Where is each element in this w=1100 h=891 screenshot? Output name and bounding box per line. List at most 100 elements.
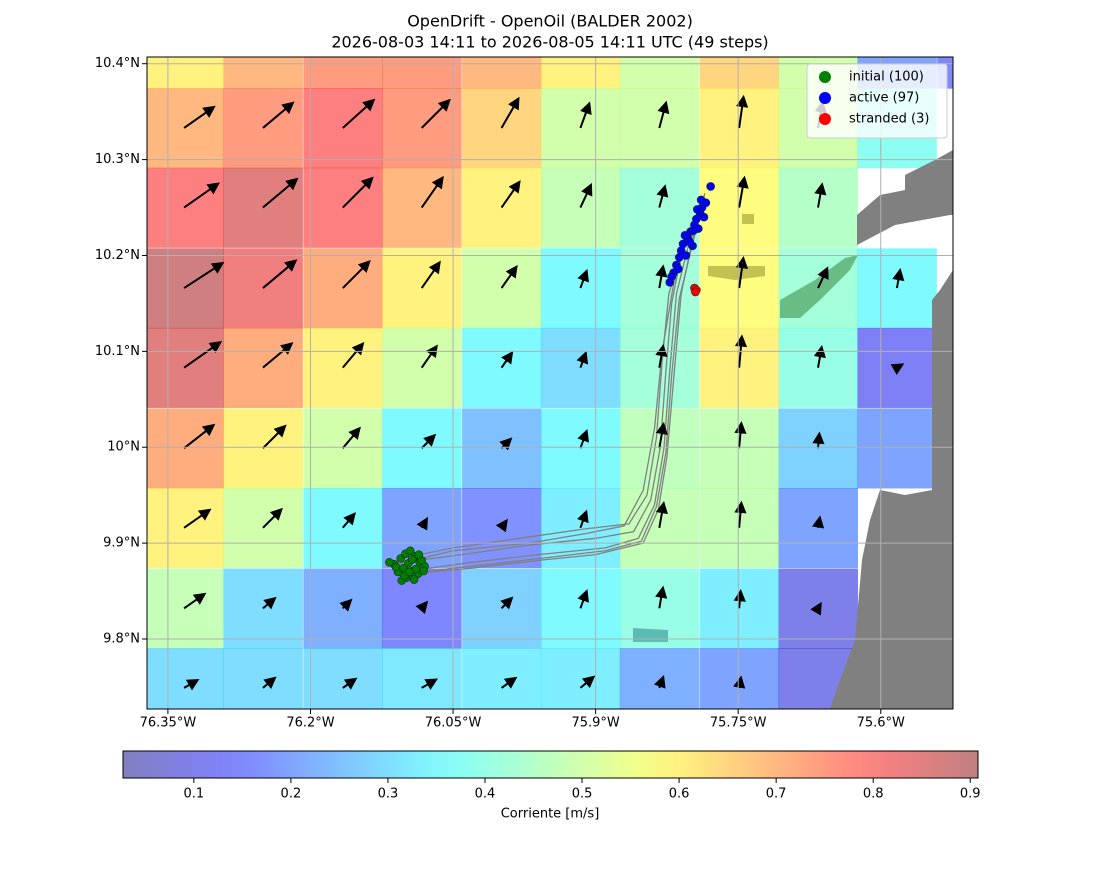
current-cell [303,327,383,408]
colorbar-tick-label: 0.7 [766,787,787,802]
current-arrow [814,182,827,208]
trajectory [395,226,692,565]
current-arrow [736,175,749,208]
current-arrow [342,677,358,690]
current-arrow [262,596,277,610]
current-cell [540,57,621,89]
x-tick-label: 75.6°W [857,716,905,731]
current-arrow [655,585,668,609]
particle [681,251,691,260]
current-arrow [577,509,589,529]
colorbar-tick-label: 0.3 [378,787,399,802]
legend: initial (100) active (97) stranded (3) [806,63,948,139]
current-cell [382,167,462,248]
current-cell [147,487,225,569]
current-cell [699,88,780,169]
particle [706,182,715,191]
x-tick-label: 76.35°W [140,716,197,731]
current-cell [147,408,225,489]
particle [667,272,676,281]
current-arrow [183,105,216,129]
current-arrow [262,507,283,529]
current-cell [540,568,621,649]
current-arrow [579,675,596,689]
current-arrow [183,508,212,529]
current-cell [540,408,621,489]
current-cell [303,648,383,709]
current-arrow [655,421,668,449]
particle [407,555,417,564]
current-cell [462,648,542,709]
current-arrow [500,596,514,610]
particle [680,231,690,240]
legend-label: stranded (3) [849,112,929,127]
current-arrow [655,501,668,528]
current-arrow [579,101,592,129]
legend-marker [819,92,831,104]
colorbar-body [122,750,979,779]
current-arrow [500,676,518,689]
current-arrow [262,259,298,289]
current-cell [540,648,621,709]
current-cell [540,88,621,169]
x-tick-label: 76.05°W [425,716,482,731]
current-arrow [342,260,371,289]
current-cell [778,327,858,408]
current-cell [462,57,542,89]
current-arrow [810,601,822,616]
current-cell [303,408,383,489]
current-cell [540,248,621,329]
trajectory [414,216,697,571]
particle [414,550,424,559]
particle [405,546,415,556]
colorbar-label: Corriente [m/s] [501,807,600,822]
current-arrow [890,363,905,375]
current-cell [462,327,542,408]
current-cell [857,408,937,489]
shoal [708,266,765,280]
current-cell [382,57,462,89]
current-cell [147,327,225,408]
legend-box [806,63,948,139]
current-arrow [656,184,669,208]
trajectory [400,231,687,563]
current-cell [699,248,780,329]
colorbar-tick-label: 0.2 [281,787,302,802]
particle [409,575,419,584]
legend-label: active (97) [849,91,919,106]
current-arrow [735,255,749,289]
particle [391,562,401,572]
current-cell [619,248,700,329]
colorbar: Corriente [m/s] 0.1 0.2 0.3 0.4 0.5 0.6 0.7 0.8… [122,750,981,822]
current-cell [778,487,858,569]
current-arrow [262,342,294,369]
current-arrow [420,98,451,129]
current-arrow [812,515,825,529]
particle [699,212,709,222]
colorbar-tick-label: 0.9 [960,787,981,802]
current-cell [699,167,780,248]
current-arrow [817,266,829,289]
current-arrow [736,94,749,129]
current-cell [303,487,383,569]
current-arrow [657,100,670,129]
current-cell [619,88,700,169]
current-arrow [577,268,589,289]
y-tick-label: 9.9°N [103,536,140,551]
legend-marker [819,113,831,125]
current-arrow [262,101,295,129]
y-tick-label: 10.3°N [95,152,140,167]
current-cell [699,487,780,569]
current-arrow [342,426,361,449]
legend-marker [819,71,831,83]
current-arrow [262,177,299,209]
current-arrow [183,423,216,449]
current-arrow [500,96,520,129]
current-arrow [421,678,439,690]
current-cell [223,648,303,709]
axes-frame [146,56,954,710]
y-tick-label: 10.1°N [95,344,140,359]
current-arrow [892,267,905,289]
current-cell [699,568,780,649]
current-arrow [262,676,277,689]
